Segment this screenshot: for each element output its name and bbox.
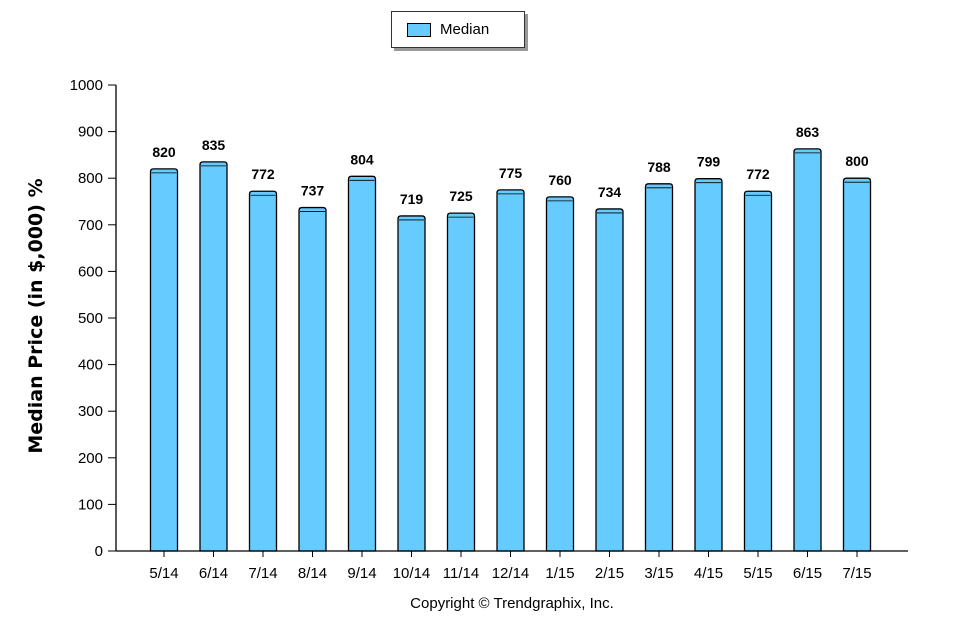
data-label: 772 (746, 166, 770, 182)
bar (397, 215, 426, 552)
x-tick-label: 7/14 (248, 565, 277, 582)
legend-label: Median (440, 21, 490, 38)
y-tick-label: 500 (78, 310, 103, 327)
bar (694, 178, 723, 552)
y-tick-label: 1000 (70, 77, 103, 94)
legend: Median (391, 11, 525, 48)
data-label: 772 (251, 166, 275, 182)
bar (545, 196, 575, 552)
data-label: 719 (400, 191, 424, 207)
bar (595, 208, 624, 552)
bar (644, 183, 674, 552)
bar (298, 206, 327, 552)
x-tick-label: 5/15 (743, 565, 772, 582)
y-tick-label: 600 (78, 263, 103, 280)
x-tick-label: 1/15 (545, 565, 574, 582)
data-label: 725 (449, 188, 473, 204)
data-label: 835 (202, 137, 226, 153)
x-tick-label: 2/15 (595, 565, 624, 582)
axes-group: 5/14 6/14 7/14 8/14 9/14 10/14 11/14 12/14 1/15 2… (70, 77, 908, 582)
copyright-text: Copyright © Trendgraphix, Inc. (410, 595, 614, 612)
x-tick-label: 6/14 (199, 565, 228, 582)
y-tick-label: 300 (78, 403, 103, 420)
bar (842, 177, 872, 552)
data-label: 775 (499, 165, 523, 181)
legend-swatch (407, 23, 431, 37)
data-label: 863 (796, 124, 820, 140)
y-axis-label: Median Price (in $,000) % (25, 178, 47, 453)
x-tick-label: 9/14 (347, 565, 376, 582)
bar (743, 190, 773, 552)
data-label: 820 (152, 144, 176, 160)
x-tick-label: 4/15 (694, 565, 723, 582)
data-label: 800 (845, 153, 869, 169)
data-label: 737 (301, 183, 325, 199)
data-label: 799 (697, 154, 721, 170)
y-tick-label: 800 (78, 170, 103, 187)
x-tick-label: 5/14 (149, 565, 178, 582)
data-label: 760 (548, 172, 572, 188)
bar (496, 189, 525, 552)
data-label: 804 (350, 151, 374, 167)
bar (248, 190, 278, 552)
x-tick-label: 3/15 (644, 565, 673, 582)
y-tick-label: 400 (78, 357, 103, 374)
data-label: 734 (598, 184, 622, 200)
bar (446, 212, 476, 552)
x-tick-label: 8/14 (298, 565, 327, 582)
data-label: 788 (647, 159, 671, 175)
bar (149, 168, 179, 552)
y-tick-label: 0 (95, 543, 103, 560)
x-tick-label: 7/15 (842, 565, 871, 582)
x-tick-label: 11/14 (443, 565, 479, 582)
y-tick-label: 700 (78, 217, 103, 234)
y-tick-label: 900 (78, 124, 103, 141)
bar (347, 175, 377, 552)
x-tick-label: 6/15 (793, 565, 822, 582)
x-tick-label: 12/14 (492, 565, 530, 582)
y-tick-label: 100 (78, 496, 103, 513)
x-tick-label: 10/14 (393, 565, 431, 582)
bars-group: 820 835 772 737 804 719 725 775 760 734 788 799 772 8… (149, 124, 872, 552)
bar (199, 161, 228, 552)
bar (793, 148, 822, 552)
y-tick-label: 200 (78, 450, 103, 467)
